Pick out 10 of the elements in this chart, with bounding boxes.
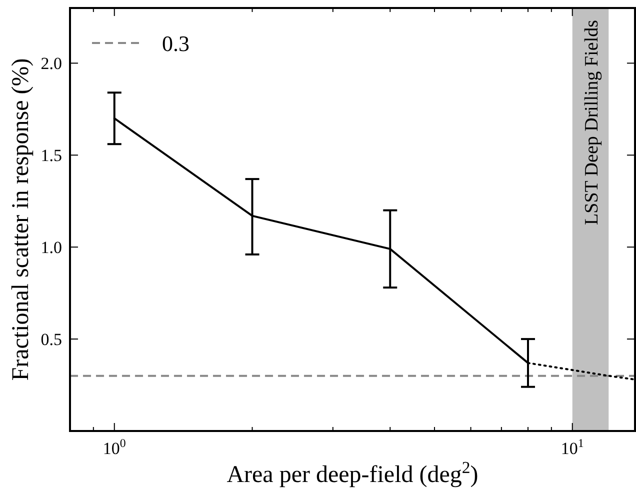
legend-label: 0.3 <box>162 31 190 56</box>
band-label: LSST Deep Drilling Fields <box>582 20 603 225</box>
y-tick-label: 0.5 <box>40 330 62 350</box>
y-axis-title: Fractional scatter in response (%) <box>8 58 34 381</box>
y-tick-label: 2.0 <box>40 54 62 74</box>
y-tick-label: 1.5 <box>40 146 62 166</box>
x-tick-label: 10$^{1}$ <box>560 436 584 458</box>
x-tick-label: 10$^{0}$ <box>102 436 126 458</box>
y-tick-label: 1.0 <box>40 238 62 258</box>
x-axis-title: Area per deep-field (deg$^{2}$) <box>226 458 478 488</box>
